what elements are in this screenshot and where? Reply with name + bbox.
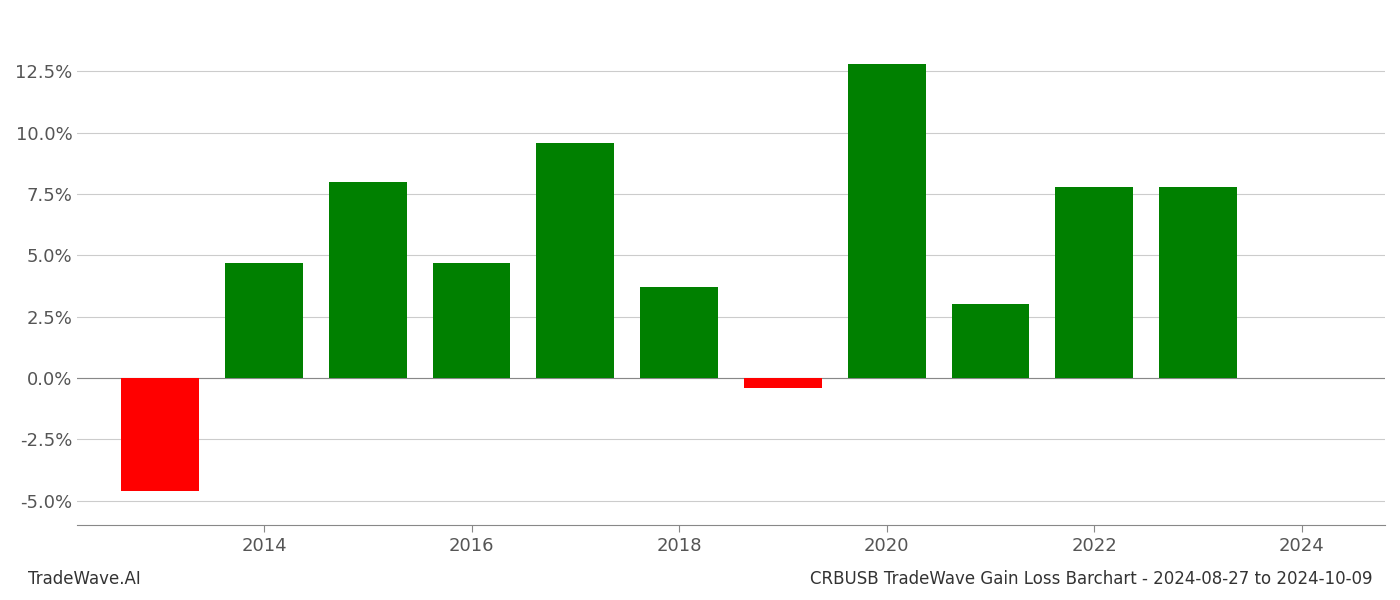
Bar bbox=[743, 378, 822, 388]
Bar bbox=[536, 143, 615, 378]
Bar bbox=[1056, 187, 1133, 378]
Bar bbox=[433, 263, 511, 378]
Bar bbox=[1159, 187, 1238, 378]
Text: TradeWave.AI: TradeWave.AI bbox=[28, 570, 141, 588]
Bar bbox=[329, 182, 406, 378]
Bar bbox=[225, 263, 302, 378]
Text: CRBUSB TradeWave Gain Loss Barchart - 2024-08-27 to 2024-10-09: CRBUSB TradeWave Gain Loss Barchart - 20… bbox=[809, 570, 1372, 588]
Bar bbox=[952, 304, 1029, 378]
Bar bbox=[122, 378, 199, 491]
Bar bbox=[640, 287, 718, 378]
Bar bbox=[848, 64, 925, 378]
